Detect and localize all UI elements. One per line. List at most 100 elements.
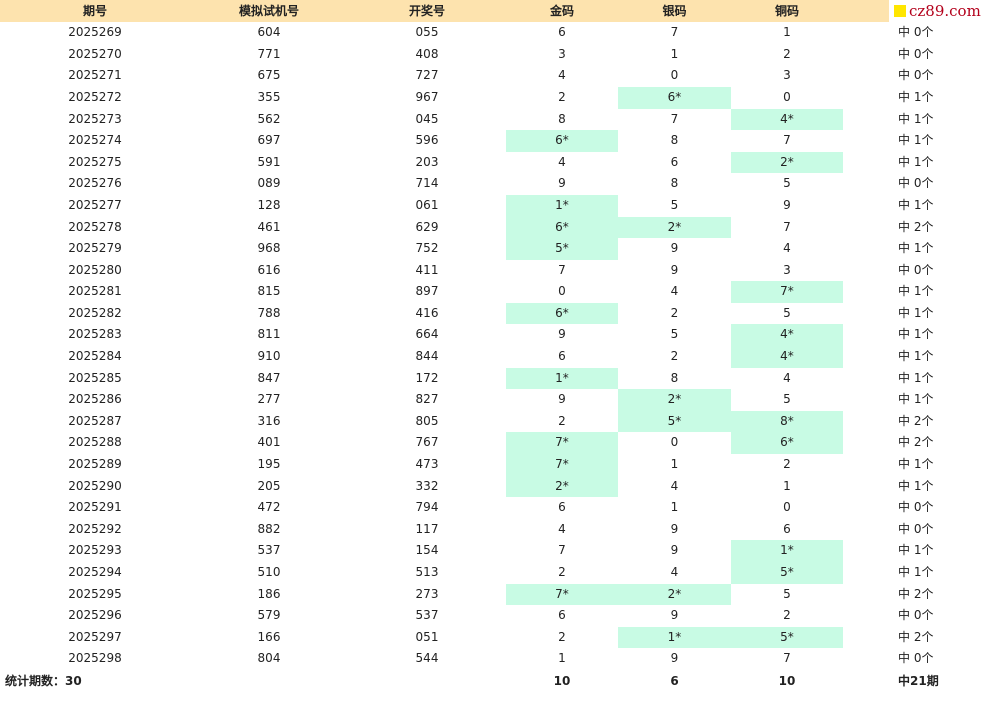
footer-silver: 6 [670, 673, 679, 688]
cell: 967 [415, 89, 439, 104]
cell: 401 [257, 435, 281, 450]
cell: 2025284 [68, 349, 122, 364]
code-cell: 2 [783, 46, 791, 61]
cell: 2025298 [68, 651, 122, 666]
result-cell: 中 1个 [898, 197, 934, 212]
column-header: 金码 [549, 4, 574, 18]
code-cell: 1* [731, 540, 843, 562]
cell: 675 [257, 68, 281, 83]
result-cell: 中 2个 [898, 219, 934, 234]
cell: 2025287 [68, 413, 122, 428]
code-cell: 5* [618, 410, 731, 433]
cell: 411 [415, 262, 439, 277]
cell: 2025285 [68, 370, 122, 385]
cell: 771 [257, 46, 281, 61]
code-cell: 6 [558, 500, 566, 515]
logo[interactable]: cz89.com [889, 0, 993, 22]
logo-text[interactable]: cz89.com [909, 2, 981, 20]
code-cell: 6* [506, 216, 618, 239]
cell: 714 [415, 176, 439, 191]
cell: 473 [415, 457, 439, 471]
code-cell: 4 [558, 154, 566, 169]
code-cell: 4 [558, 521, 566, 536]
code-cell: 4 [558, 68, 566, 83]
result-cell: 中 0个 [898, 176, 934, 191]
cell: 205 [257, 478, 281, 493]
code-cell: 1* [618, 626, 731, 649]
code-cell: 2* [618, 216, 731, 239]
cell: 2025291 [68, 500, 122, 515]
code-cell: 1 [558, 651, 566, 666]
code-cell: 2 [558, 564, 566, 579]
cell: 154 [415, 543, 439, 558]
footer-total: 中21期 [898, 673, 939, 688]
result-cell: 中 1个 [898, 543, 934, 558]
result-cell: 中 0个 [898, 68, 934, 83]
header-bar [0, 0, 993, 22]
code-cell: 5* [731, 626, 843, 649]
code-cell: 4 [783, 241, 791, 256]
cell: 2025289 [68, 457, 122, 471]
cell: 897 [415, 284, 439, 299]
cell: 537 [415, 608, 439, 623]
cell: 2025275 [68, 154, 122, 169]
code-cell: 8 [670, 133, 679, 148]
code-cell: 4 [670, 564, 679, 579]
code-cell: 9 [558, 327, 566, 342]
cell: 2025272 [68, 89, 122, 104]
result-cell: 中 1个 [898, 241, 934, 256]
code-cell: 2 [783, 457, 791, 471]
code-cell: 0 [783, 500, 791, 515]
code-cell: 6* [506, 302, 618, 325]
code-cell: 7* [506, 583, 618, 606]
code-cell: 2* [618, 389, 731, 411]
code-cell: 1 [670, 457, 679, 471]
cell: 968 [257, 241, 281, 256]
code-cell: 2 [558, 413, 566, 428]
cell: 2025270 [68, 46, 122, 61]
cell: 664 [415, 327, 439, 342]
code-cell: 1 [670, 46, 679, 61]
cell: 811 [257, 327, 281, 342]
column-header: 开奖号 [408, 4, 445, 18]
code-cell: 7 [558, 543, 566, 558]
code-cell: 9 [670, 521, 679, 536]
cell: 2025288 [68, 435, 122, 450]
result-cell: 中 2个 [898, 586, 934, 601]
result-cell: 中 1个 [898, 478, 934, 493]
cell: 2025274 [68, 133, 122, 148]
result-cell: 中 0个 [898, 46, 934, 61]
result-cell: 中 2个 [898, 413, 934, 428]
code-cell: 7 [783, 651, 791, 666]
result-cell: 中 0个 [898, 25, 934, 40]
code-cell: 4* [731, 108, 843, 131]
cell: 273 [415, 586, 439, 601]
result-cell: 中 0个 [898, 500, 934, 515]
result-cell: 中 2个 [898, 629, 934, 644]
code-cell: 5 [783, 305, 791, 320]
code-cell: 4 [670, 284, 679, 299]
code-cell: 6* [731, 432, 843, 454]
code-cell: 6 [783, 521, 791, 536]
code-cell: 7* [506, 454, 618, 476]
cell: 408 [415, 46, 439, 61]
cell: 277 [257, 392, 281, 407]
cell: 195 [257, 457, 281, 471]
cell: 2025292 [68, 521, 122, 536]
code-cell: 4* [731, 346, 843, 368]
cell: 2025297 [68, 629, 122, 644]
cell: 186 [257, 586, 281, 601]
result-cell: 中 0个 [898, 651, 934, 666]
cell: 316 [257, 413, 281, 428]
result-cell: 中 2个 [898, 435, 934, 450]
cell: 2025295 [68, 586, 122, 601]
code-cell: 7 [670, 111, 679, 126]
cell: 472 [257, 500, 281, 515]
code-cell: 2* [731, 151, 843, 174]
result-cell: 中 1个 [898, 284, 934, 299]
cell: 2025293 [68, 543, 122, 558]
cell: 2025296 [68, 608, 122, 623]
code-cell: 6 [670, 154, 679, 169]
cell: 355 [257, 89, 281, 104]
code-cell: 0 [670, 435, 679, 450]
